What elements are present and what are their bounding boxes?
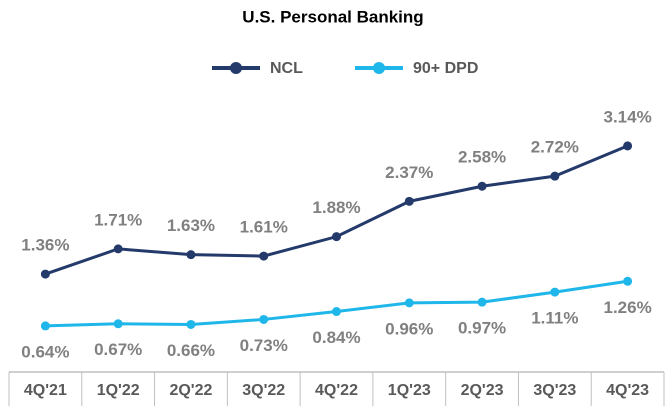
data-label: 0.73% [240,336,288,355]
data-point [477,297,487,307]
data-label: 2.72% [531,138,579,157]
x-tick-label: 2Q'22 [169,382,212,399]
legend-marker [230,62,242,74]
data-point [259,314,269,324]
data-point [186,250,196,260]
data-label: 3.14% [604,107,652,126]
legend-label: NCL [270,60,303,77]
data-label: 0.67% [94,340,142,359]
chart-title: U.S. Personal Banking [242,7,423,26]
data-point [113,319,123,329]
data-point [332,307,341,317]
data-point [186,319,196,329]
data-point [332,232,341,242]
data-point [259,251,269,261]
data-point [40,269,50,279]
data-label: 1.63% [167,216,215,235]
data-label: 0.84% [312,328,360,347]
data-point [404,196,414,206]
x-tick-label: 1Q'22 [97,382,140,399]
data-point [550,171,560,181]
data-label: 0.97% [458,319,506,338]
data-label: 1.61% [240,218,288,237]
data-label: 0.96% [385,319,433,338]
x-tick-label: 4Q'22 [315,382,358,399]
data-label: 1.88% [312,198,360,217]
legend-marker [373,62,385,74]
data-point [113,244,123,254]
data-label: 1.71% [94,210,142,229]
data-point [40,321,50,331]
data-label: 2.37% [385,163,433,182]
x-tick-label: 3Q'23 [533,382,576,399]
data-label: 1.11% [531,309,578,328]
data-point [477,181,487,191]
data-label: 0.66% [167,341,215,360]
x-tick-label: 4Q'21 [24,382,67,399]
x-tick-label: 2Q'23 [461,382,504,399]
data-point [550,287,560,297]
legend-label: 90+ DPD [413,60,478,77]
data-point [623,276,633,286]
x-tick-label: 4Q'23 [606,382,649,399]
data-label: 1.36% [21,236,69,255]
data-point [404,298,414,308]
data-point [623,141,633,151]
data-label: 2.58% [458,148,506,167]
x-tick-label: 1Q'23 [388,382,431,399]
data-label: 1.26% [604,298,652,317]
x-tick-label: 3Q'22 [242,382,285,399]
data-label: 0.64% [21,342,69,361]
